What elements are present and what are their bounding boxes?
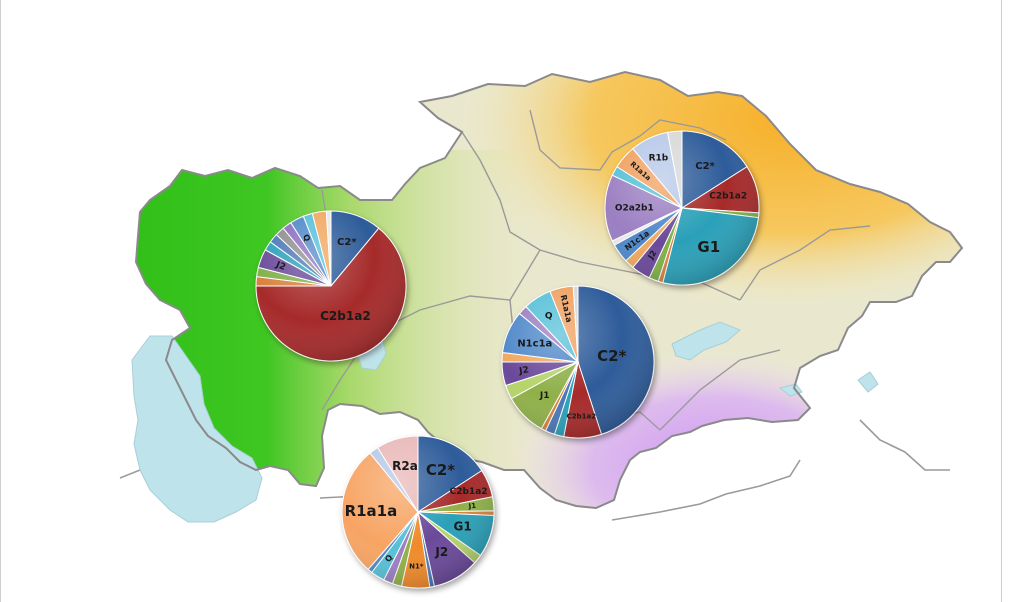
haplogroup-pies: C2* C2b1a2 J2 Q C2* C2b1a2 G1 J2 N1c1a O2a2b1 R1a1…: [255, 130, 760, 589]
pie-central-label-0: C2*: [597, 347, 626, 365]
pie-west-shade: [256, 211, 406, 361]
pie-west-label-0: C2*: [337, 237, 357, 248]
pie-northeast-shade: [605, 131, 759, 285]
pie-south-label-1: C2b1a2: [450, 487, 488, 497]
country-outline: [134, 70, 964, 510]
pie-central-label-9: N1c1a: [517, 338, 552, 349]
pie-west-label-9: Q: [301, 233, 312, 243]
pie-central-shade: [502, 286, 654, 438]
alakol-lake: [857, 371, 879, 393]
pie-south-label-4: G1: [453, 520, 471, 534]
pie-central-label-5: J1: [539, 391, 550, 401]
caspian-sea: [131, 335, 263, 523]
lake-balkhash: [671, 321, 741, 361]
pie-northeast-label-6: J2: [646, 249, 659, 262]
pie-south-label-15: R2a: [392, 459, 418, 473]
pie-west-label-4: J2: [273, 260, 287, 273]
pie-central-label-11: Q: [545, 311, 553, 321]
pie-northeast-label-10: O2a2b1: [615, 204, 654, 214]
water-bodies: [131, 321, 879, 523]
pie-central-label-7: J2: [518, 365, 530, 377]
kapchagay-reservoir: [778, 383, 803, 397]
pie-northeast-label-13: R1b: [649, 153, 669, 163]
pie-south-label-13: R1a1a: [345, 502, 398, 520]
pie-south-label-6: J2: [434, 545, 448, 559]
pie-northeast-label-3: G1: [697, 238, 720, 256]
pie-northeast-label-0: C2*: [695, 161, 715, 172]
pie-south-label-8: N1*: [409, 563, 424, 571]
pie-south-label-0: C2*: [426, 461, 455, 479]
pie-south-label-11: Q: [383, 553, 394, 564]
pie-south-shade: [342, 436, 494, 588]
pie-central-label-1: C2b1a2: [567, 413, 597, 421]
pie-northeast-label-1: C2b1a2: [709, 192, 747, 202]
pie-west-label-1: C2b1a2: [320, 309, 371, 323]
pie-south-label-2: J1: [467, 502, 476, 511]
